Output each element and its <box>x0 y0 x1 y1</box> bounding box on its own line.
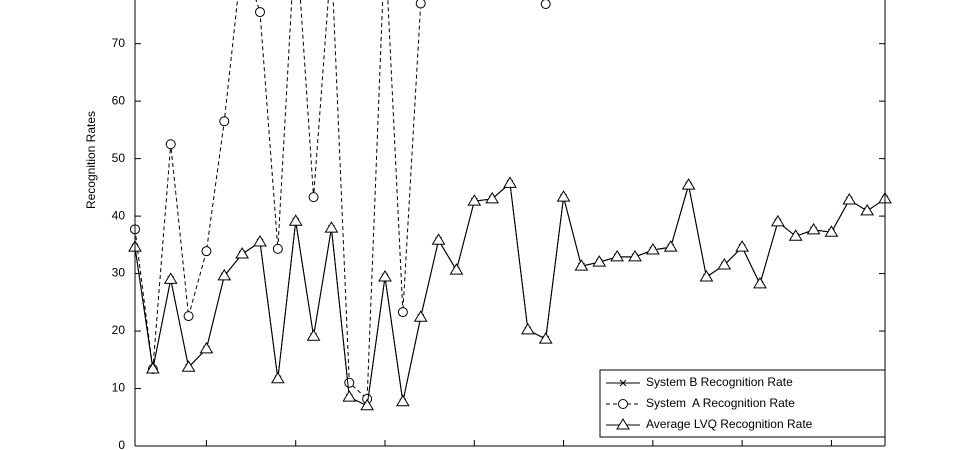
marker <box>753 276 767 289</box>
marker <box>272 243 283 254</box>
legend-label: System A Recognition Rate <box>646 396 795 410</box>
marker <box>520 322 535 335</box>
legend-label: Average LVQ Recognition Rate <box>646 417 813 431</box>
marker <box>681 178 696 190</box>
marker <box>592 255 607 267</box>
marker <box>219 116 230 127</box>
legend-box <box>599 369 886 438</box>
marker <box>415 0 426 9</box>
marker <box>270 371 285 384</box>
marker <box>288 214 303 226</box>
marker <box>735 240 750 252</box>
marker <box>485 191 500 204</box>
marker <box>449 263 464 275</box>
marker <box>165 139 176 150</box>
marker <box>217 268 232 281</box>
plot-area <box>128 0 892 411</box>
marker <box>181 360 196 372</box>
y-tick-label: 10 <box>112 381 126 395</box>
marker <box>717 257 732 270</box>
marker <box>824 225 839 237</box>
marker <box>183 311 194 322</box>
marker <box>860 203 875 216</box>
marker <box>199 341 214 354</box>
y-tick-label: 20 <box>112 323 126 337</box>
marker <box>324 221 339 233</box>
marker <box>467 194 482 206</box>
marker <box>235 247 250 259</box>
y-tick-label: 70 <box>112 36 126 50</box>
marker <box>163 272 178 284</box>
marker <box>255 7 265 18</box>
marker <box>538 332 553 344</box>
y-tick-label: 60 <box>112 93 126 107</box>
marker <box>397 307 408 318</box>
marker <box>342 390 357 402</box>
marker <box>842 193 857 205</box>
y-tick-label: 0 <box>118 438 125 450</box>
marker <box>344 377 355 388</box>
marker <box>378 270 392 282</box>
marker <box>413 310 428 322</box>
y-tick-label: 40 <box>112 208 126 222</box>
marker <box>360 398 375 411</box>
marker <box>431 233 446 245</box>
marker <box>395 394 410 407</box>
marker <box>770 214 785 227</box>
marker <box>663 240 678 252</box>
marker <box>540 0 551 10</box>
y-axis-label: Recognition Rates <box>84 111 98 209</box>
marker <box>645 243 660 255</box>
marker <box>253 234 267 247</box>
marker <box>699 270 714 282</box>
marker <box>574 259 589 271</box>
marker <box>201 246 212 257</box>
marker <box>619 379 627 387</box>
marker <box>145 362 160 374</box>
marker <box>308 192 319 203</box>
marker <box>616 418 630 430</box>
marker <box>306 329 321 341</box>
marker <box>618 399 628 409</box>
legend-label: System B Recognition Rate <box>646 375 793 389</box>
y-tick-label: 50 <box>112 151 126 165</box>
y-tick-label: 30 <box>112 266 126 280</box>
series-line <box>134 0 548 400</box>
marker <box>788 229 803 241</box>
marker <box>556 190 571 202</box>
marker <box>628 249 642 262</box>
marker <box>503 176 517 188</box>
marker <box>806 222 821 235</box>
marker <box>610 249 625 262</box>
